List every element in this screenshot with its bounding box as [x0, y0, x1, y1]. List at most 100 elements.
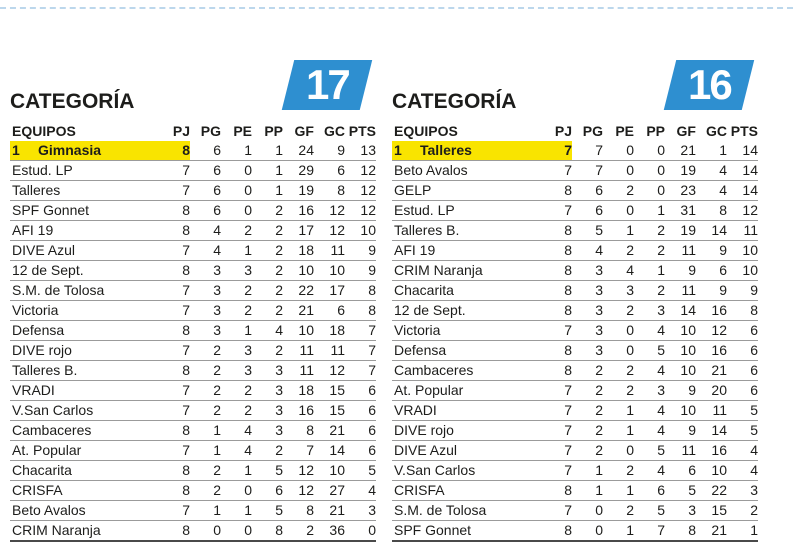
pp-cell: 1 — [657, 202, 665, 218]
pj-cell: 7 — [182, 242, 190, 258]
pg-cell: 6 — [213, 202, 221, 218]
pp-cell: 6 — [657, 482, 665, 498]
gf-cell: 19 — [680, 222, 696, 238]
pts-cell: 6 — [368, 442, 376, 458]
pg-cell: 3 — [595, 322, 603, 338]
pg-cell: 1 — [595, 482, 603, 498]
table-row: VRADI 7 2 1 4 10 11 5 — [392, 401, 758, 421]
team-name-cell: At. Popular — [392, 381, 541, 401]
pts-cell: 6 — [750, 382, 758, 398]
pts-cell: 8 — [750, 302, 758, 318]
team-name: CRISFA — [394, 482, 445, 498]
gf-cell: 8 — [306, 422, 314, 438]
pe-cell: 3 — [244, 342, 252, 358]
team-name-cell: Talleres — [10, 181, 159, 201]
col-header-gf: GF — [294, 123, 314, 139]
team-name-cell: Victoria — [392, 321, 541, 341]
pj-cell: 7 — [182, 342, 190, 358]
pp-cell: 7 — [657, 522, 665, 538]
col-header-pe: PE — [233, 123, 252, 139]
pts-cell: 6 — [368, 382, 376, 398]
team-name: V.San Carlos — [12, 402, 94, 418]
gc-cell: 14 — [711, 222, 727, 238]
table-row: SPF Gonnet 8 0 1 7 8 21 1 — [392, 521, 758, 541]
team-name-cell: 1 Talleres — [392, 141, 541, 161]
team-name: 12 de Sept. — [12, 262, 84, 278]
pp-cell: 2 — [657, 222, 665, 238]
pts-cell: 12 — [742, 202, 758, 218]
pe-cell: 0 — [626, 162, 634, 178]
gc-cell: 6 — [337, 302, 345, 318]
team-name-cell: GELP — [392, 181, 541, 201]
table-row: 12 de Sept. 8 3 3 2 10 10 9 — [10, 261, 376, 281]
pe-cell: 1 — [244, 142, 252, 158]
pp-cell: 4 — [657, 462, 665, 478]
pe-cell: 1 — [626, 482, 634, 498]
table-row: Talleres 7 6 0 1 19 8 12 — [10, 181, 376, 201]
team-name-cell: CRIM Naranja — [392, 261, 541, 281]
col-header-gc: GC — [324, 123, 345, 139]
team-name: Beto Avalos — [12, 502, 86, 518]
pg-cell: 0 — [595, 522, 603, 538]
league-section-categoria-16: CATEGORÍA 16 EQUIPOS PJ PG PE PP GF GC PTS 1 Tall… — [392, 58, 758, 542]
pp-cell: 2 — [657, 282, 665, 298]
team-name: Cambaceres — [12, 422, 92, 438]
gf-cell: 11 — [299, 362, 314, 378]
gf-cell: 18 — [298, 242, 314, 258]
team-name: S.M. de Tolosa — [12, 282, 105, 298]
gf-cell: 10 — [680, 322, 696, 338]
gc-cell: 17 — [329, 282, 345, 298]
table-row: Estud. LP 7 6 0 1 29 6 12 — [10, 161, 376, 181]
header-row: EQUIPOS PJ PG PE PP GF GC PTS — [10, 122, 376, 141]
pp-cell: 5 — [275, 462, 283, 478]
pg-cell: 0 — [213, 522, 221, 538]
pe-cell: 0 — [244, 162, 252, 178]
team-name-cell: 1 Gimnasia — [10, 141, 159, 161]
pg-cell: 5 — [595, 222, 603, 238]
pj-cell: 8 — [182, 462, 190, 478]
pe-cell: 1 — [244, 322, 252, 338]
team-name: SPF Gonnet — [394, 522, 472, 538]
pe-cell: 0 — [626, 322, 634, 338]
gf-cell: 10 — [680, 342, 696, 358]
gf-cell: 11 — [299, 342, 314, 358]
pp-cell: 5 — [275, 502, 283, 518]
team-name-cell: DIVE rojo — [392, 421, 541, 441]
gc-cell: 15 — [329, 382, 345, 398]
team-name: VRADI — [12, 382, 55, 398]
team-name-cell: At. Popular — [10, 441, 159, 461]
gc-cell: 15 — [711, 502, 727, 518]
header-row: EQUIPOS PJ PG PE PP GF GC PTS — [392, 122, 758, 141]
pts-cell: 5 — [750, 422, 758, 438]
category-number: 17 — [305, 61, 349, 108]
team-name-cell: CRISFA — [10, 481, 159, 501]
gc-cell: 21 — [329, 502, 345, 518]
pe-cell: 1 — [626, 222, 634, 238]
gc-cell: 8 — [719, 202, 727, 218]
gf-cell: 21 — [680, 142, 696, 158]
gf-cell: 18 — [298, 382, 314, 398]
pg-cell: 2 — [595, 402, 603, 418]
gc-cell: 9 — [719, 242, 727, 258]
tables-container: CATEGORÍA 17 EQUIPOS PJ PG PE PP GF GC PTS 1 Gimn… — [10, 58, 758, 542]
pg-cell: 3 — [595, 342, 603, 358]
col-header-pj: PJ — [172, 123, 190, 139]
league-header: CATEGORÍA 16 — [392, 58, 758, 122]
pe-cell: 2 — [244, 302, 252, 318]
pj-cell: 7 — [564, 502, 572, 518]
standings-table: EQUIPOS PJ PG PE PP GF GC PTS 1 Talleres 7 7 0 0 21 1 14… — [392, 122, 758, 542]
team-name: Talleres — [420, 142, 472, 158]
pj-cell: 8 — [182, 222, 190, 238]
pts-cell: 4 — [368, 482, 376, 498]
pg-cell: 2 — [213, 342, 221, 358]
table-row: S.M. de Tolosa 7 0 2 5 3 15 2 — [392, 501, 758, 521]
position-number: 1 — [394, 142, 402, 158]
pp-cell: 3 — [657, 382, 665, 398]
team-name: Victoria — [394, 322, 441, 338]
pts-cell: 8 — [368, 302, 376, 318]
table-row: CRISFA 8 2 0 6 12 27 4 — [10, 481, 376, 501]
pg-cell: 3 — [595, 282, 603, 298]
pp-cell: 1 — [275, 162, 283, 178]
pe-cell: 2 — [626, 502, 634, 518]
pts-cell: 2 — [750, 502, 758, 518]
